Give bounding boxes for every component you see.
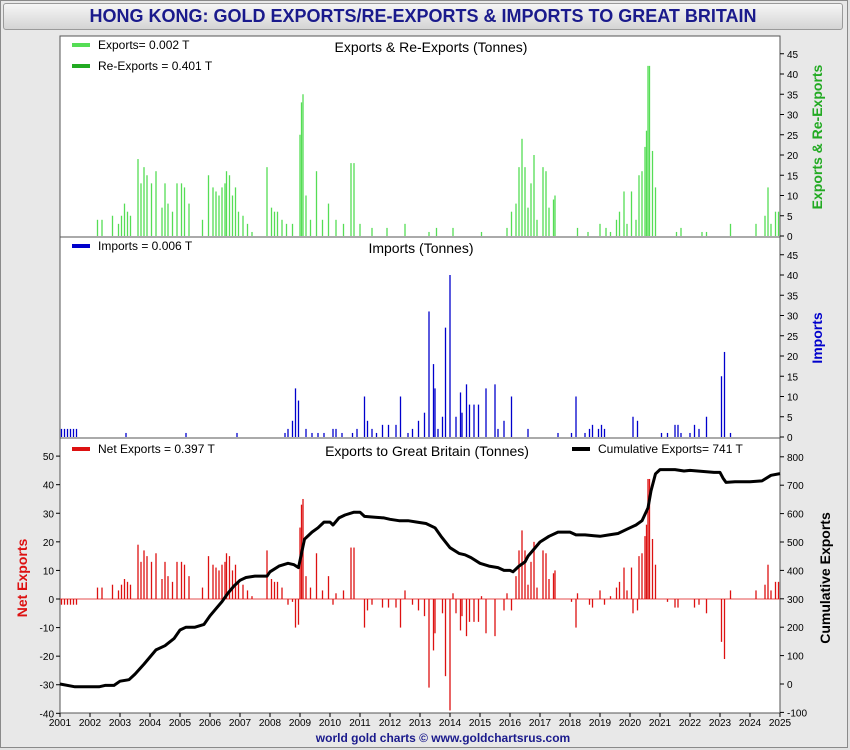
x-tick-label: 2016 <box>499 718 522 729</box>
x-tick-label: 2013 <box>409 718 432 729</box>
cumulative-exports-line <box>59 468 781 689</box>
panel-title: Exports & Re-Exports (Tonnes) <box>335 39 528 55</box>
y-tick-label: 45 <box>787 50 799 61</box>
y-tick-label: 40 <box>43 481 55 492</box>
panel-imports-bg <box>59 236 781 439</box>
legend-label: Net Exports = 0.397 T <box>98 442 216 456</box>
y2-tick-label: 600 <box>787 510 804 521</box>
page-title: HONG KONG: GOLD EXPORTS/RE-EXPORTS & IMP… <box>89 6 757 26</box>
x-tick-label: 2014 <box>439 718 462 729</box>
legend-label: Exports= 0.002 T <box>98 38 190 52</box>
y2-tick-label: 700 <box>787 481 804 492</box>
x-tick-label: 2017 <box>529 718 552 729</box>
y-tick-label: 30 <box>787 111 799 122</box>
legend-label: Re-Exports = 0.401 T <box>98 59 213 73</box>
panel-exports-bg <box>59 35 781 238</box>
y-tick-label: 15 <box>787 372 799 383</box>
x-tick-label: 2015 <box>469 718 492 729</box>
y2-tick-label: 200 <box>787 623 804 634</box>
x-tick-label: 2021 <box>649 718 672 729</box>
y-axis-label-right: Cumulative Exports <box>817 512 833 644</box>
y-tick-label: -30 <box>40 681 55 692</box>
y2-tick-label: -100 <box>787 708 807 719</box>
x-tick-label: 2011 <box>349 718 371 729</box>
y-tick-label: 15 <box>787 171 799 182</box>
y2-tick-label: 300 <box>787 595 804 606</box>
y2-tick-label: 100 <box>787 652 804 663</box>
footer-credit: world gold charts © www.goldchartsrus.co… <box>315 731 571 745</box>
x-tick-label: 2006 <box>199 718 222 729</box>
x-tick-label: 2019 <box>589 718 612 729</box>
panel-exports: 0 5 10 15 20 25 30 35 40 45 Exports & Re-Exports (… <box>72 38 825 243</box>
x-tick-label: 2010 <box>319 718 342 729</box>
x-tick-label: 2009 <box>289 718 312 729</box>
y-tick-label: 25 <box>787 131 799 142</box>
panel-title: Imports (Tonnes) <box>368 240 473 256</box>
y-axis-label: Imports <box>809 312 825 364</box>
y-tick-label: -40 <box>40 709 55 720</box>
y-tick-label: 0 <box>787 232 793 243</box>
y-axis-label: Exports & Re-Exports <box>809 64 825 209</box>
y-tick-label: 35 <box>787 90 799 101</box>
x-tick-label: 2023 <box>709 718 732 729</box>
panel-title: Exports to Great Britain (Tonnes) <box>325 443 529 459</box>
y2-tick-label: 800 <box>787 453 804 464</box>
y-tick-label: 10 <box>787 393 799 404</box>
x-tick-label: 2004 <box>139 718 162 729</box>
y-tick-label: 20 <box>787 151 799 162</box>
x-tick-label: 2008 <box>259 718 282 729</box>
y2-tick-label: 500 <box>787 538 804 549</box>
y-tick-label: 45 <box>787 251 799 262</box>
x-tick-label: 2024 <box>739 718 762 729</box>
x-tick-label: 2022 <box>679 718 702 729</box>
y-tick-label: 20 <box>43 538 55 549</box>
y2-tick-label: 0 <box>787 680 793 691</box>
y-tick-label: 0 <box>787 433 793 444</box>
y-tick-label: -20 <box>40 652 55 663</box>
x-tick-label: 2018 <box>559 718 582 729</box>
panel-imports: 0 5 10 15 20 25 30 35 40 45 Imports (Tonnes) Import… <box>60 239 825 444</box>
x-tick-label: 2002 <box>79 718 102 729</box>
x-tick-label: 2001 <box>49 718 72 729</box>
x-tick-label: 2025 <box>769 718 792 729</box>
legend-label: Cumulative Exports= 741 T <box>598 442 744 456</box>
x-tick-label: 2020 <box>619 718 642 729</box>
y-tick-label: -10 <box>40 624 55 635</box>
title-bar: HONG KONG: GOLD EXPORTS/RE-EXPORTS & IMP… <box>3 3 843 30</box>
y-tick-label: 10 <box>43 566 55 577</box>
y-tick-label: 25 <box>787 332 799 343</box>
y-tick-label: 0 <box>48 595 54 606</box>
y-tick-label: 30 <box>43 509 55 520</box>
y-tick-label: 5 <box>787 212 793 223</box>
panel-net-bg <box>59 437 781 714</box>
y-tick-label: 30 <box>787 312 799 323</box>
x-tick-label: 2012 <box>379 718 402 729</box>
x-tick-label: 2003 <box>109 718 132 729</box>
y-tick-label: 10 <box>787 192 799 203</box>
y2-tick-label: 400 <box>787 566 804 577</box>
y-axis-label-left: Net Exports <box>14 539 30 618</box>
x-tick-label: 2005 <box>169 718 192 729</box>
panel-net: -40-30-20-1001020304050-1000100200300400… <box>14 442 833 729</box>
y-tick-label: 50 <box>43 452 55 463</box>
y-tick-label: 40 <box>787 271 799 282</box>
y-tick-label: 35 <box>787 291 799 302</box>
y-tick-label: 20 <box>787 352 799 363</box>
x-tick-label: 2007 <box>229 718 252 729</box>
legend-label: Imports = 0.006 T <box>98 239 193 253</box>
y-tick-label: 40 <box>787 70 799 81</box>
y-tick-label: 5 <box>787 413 793 424</box>
